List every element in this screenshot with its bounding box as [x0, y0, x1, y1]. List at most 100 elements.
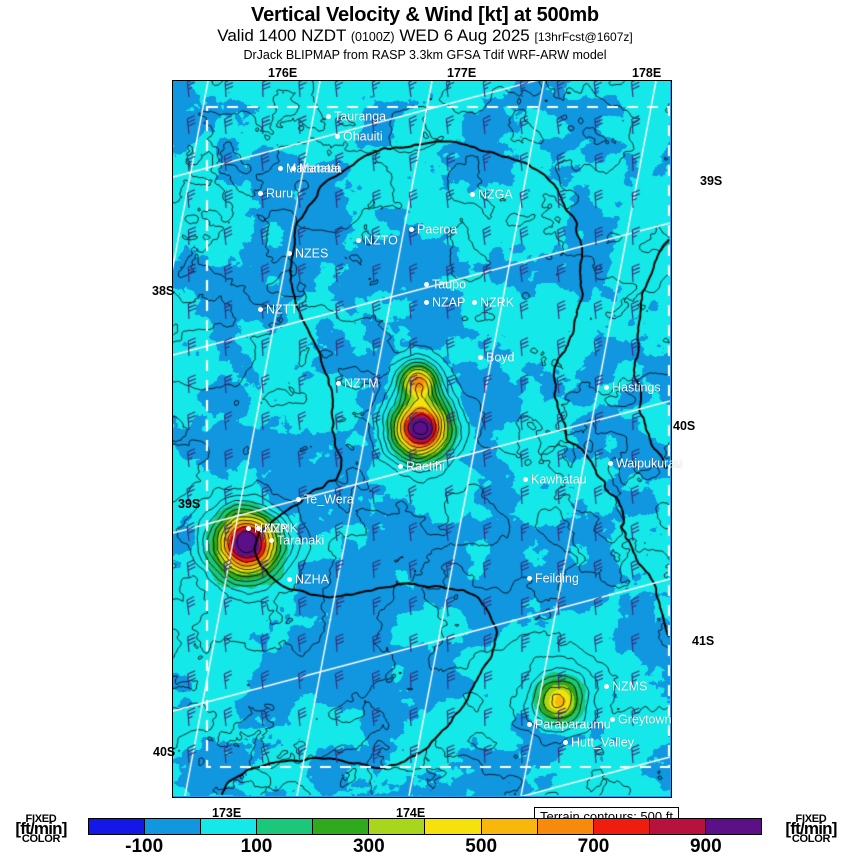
place-name: NZTT [266, 302, 298, 317]
place-marker-icon [336, 381, 341, 387]
lat-39S-right: 39S [700, 174, 723, 188]
place-name: NZTO [364, 233, 398, 248]
place-marker-icon [246, 526, 251, 532]
map-place-label: Taupo [424, 278, 466, 291]
colorbar-label-right: FIXED [ft/min] COLOR [772, 814, 850, 845]
map-place-label: Te_Wera [296, 493, 354, 506]
colorbar-segment [313, 819, 370, 834]
place-name: Taranaki [277, 533, 325, 548]
place-marker-icon [424, 282, 429, 288]
map-place-label: NZRK [472, 296, 514, 309]
place-name: NZRK [480, 295, 515, 310]
colorbar-tick: -100 [125, 836, 164, 857]
colorbar-tick: 100 [240, 836, 273, 857]
map-place-label: Tauranga [326, 110, 386, 123]
colorbar-tick: 700 [577, 836, 610, 857]
place-marker-icon [335, 134, 340, 140]
colorbar-tick-labels: -100 100 300 500 700 900 [88, 836, 762, 860]
colorbar-segment [705, 819, 761, 834]
map-place-label: Matamata [278, 162, 342, 175]
place-marker-icon [472, 300, 477, 306]
colorbar-left-color: COLOR [21, 833, 61, 845]
lat-41S-right: 41S [692, 634, 715, 648]
place-marker-icon [287, 251, 292, 257]
place-name: Paraparaumu [535, 717, 611, 732]
place-name: NZHA [295, 572, 330, 587]
place-name: Tauranga [334, 109, 387, 124]
place-marker-icon [424, 300, 429, 306]
place-marker-icon [470, 192, 475, 198]
page-title: Vertical Velocity & Wind [kt] at 500mb [251, 4, 599, 26]
colorbar-tick: 300 [352, 836, 385, 857]
map-place-label: Kawhatau [523, 473, 587, 486]
colorbar-segment [481, 819, 538, 834]
colorbar-segment [649, 819, 706, 834]
forecast-map[interactable] [172, 80, 672, 798]
colorbar-segment [425, 819, 482, 834]
colorbar-segment [537, 819, 594, 834]
place-marker-icon [287, 577, 292, 583]
place-marker-icon [604, 385, 609, 391]
map-place-label: NZNK [256, 522, 298, 535]
place-name: NZES [295, 246, 329, 261]
colorbar[interactable]: -100 100 300 500 700 900 [0, 818, 850, 860]
map-place-label: NZTM [336, 377, 379, 390]
valid-date: WED 6 Aug 2025 [399, 26, 530, 45]
valid-time-zulu: (0100Z) [350, 30, 395, 44]
colorbar-segment [257, 819, 314, 834]
place-name: Paeroa [417, 222, 458, 237]
place-name: Matatai [299, 161, 340, 176]
map-place-label: Paraparaumu [527, 718, 611, 731]
place-name: Taupo [432, 277, 467, 292]
place-name: NZNK [264, 521, 299, 536]
place-marker-icon [409, 227, 414, 233]
place-name: NZMS [612, 679, 648, 694]
place-marker-icon [478, 355, 483, 361]
colorbar-segment [89, 819, 146, 834]
lon-178E: 178E [632, 66, 662, 80]
colorbar-left-fixed: FIXED [25, 813, 57, 825]
valid-time-line: Valid 1400 NZDT (0100Z) WED 6 Aug 2025 [… [0, 26, 850, 47]
place-name: Hutt_Valley [571, 735, 634, 750]
map-place-label: Hastings [604, 381, 661, 394]
model-source-line: DrJack BLIPMAP from RASP 3.3km GFSA Tdif… [243, 48, 607, 62]
colorbar-left-units: [ft/min] [15, 819, 67, 838]
lat-38S-left: 38S [152, 284, 175, 298]
map-place-label: Ohauiti [335, 130, 383, 143]
valid-time: Valid 1400 NZDT [217, 26, 347, 45]
lat-39S-left: 39S [178, 497, 201, 511]
map-place-label: Feilding [527, 572, 579, 585]
place-name: Matamata [286, 161, 342, 176]
place-marker-icon [563, 740, 568, 746]
map-place-label: NZTO [356, 234, 398, 247]
place-name: Ruru [266, 186, 294, 201]
place-marker-icon [291, 166, 296, 172]
colorbar-segment [593, 819, 650, 834]
place-name: Feilding [535, 571, 579, 586]
place-name: Greytown [618, 712, 672, 727]
colorbar-label-left: FIXED [ft/min] COLOR [2, 813, 80, 845]
place-marker-icon [278, 166, 283, 172]
map-place-label: Ruru [258, 187, 293, 200]
place-marker-icon [258, 191, 263, 197]
colorbar-right-units: [ft/min] [785, 819, 837, 838]
lon-173E: 173E [212, 806, 242, 820]
map-place-label: NZHA [287, 573, 329, 586]
map-place-label: Raetihi [398, 460, 445, 473]
place-name: Raetihi [406, 459, 445, 474]
map-place-label: Boyd [478, 351, 515, 364]
map-place-label: NZTT [258, 303, 298, 316]
place-name: Te_Wera [304, 492, 354, 507]
lon-174E: 174E [396, 806, 426, 820]
place-name: Waipukurau [616, 456, 683, 471]
map-place-label: Taranaki [269, 534, 324, 547]
place-name: NZGA [478, 187, 513, 202]
lon-176E: 176E [268, 66, 298, 80]
place-marker-icon [356, 238, 361, 244]
place-marker-icon [610, 717, 615, 723]
place-name: Boyd [486, 350, 515, 365]
place-name: NZNP [254, 521, 289, 536]
place-marker-icon [326, 114, 331, 120]
map-place-label: Hutt_Valley [563, 736, 634, 749]
